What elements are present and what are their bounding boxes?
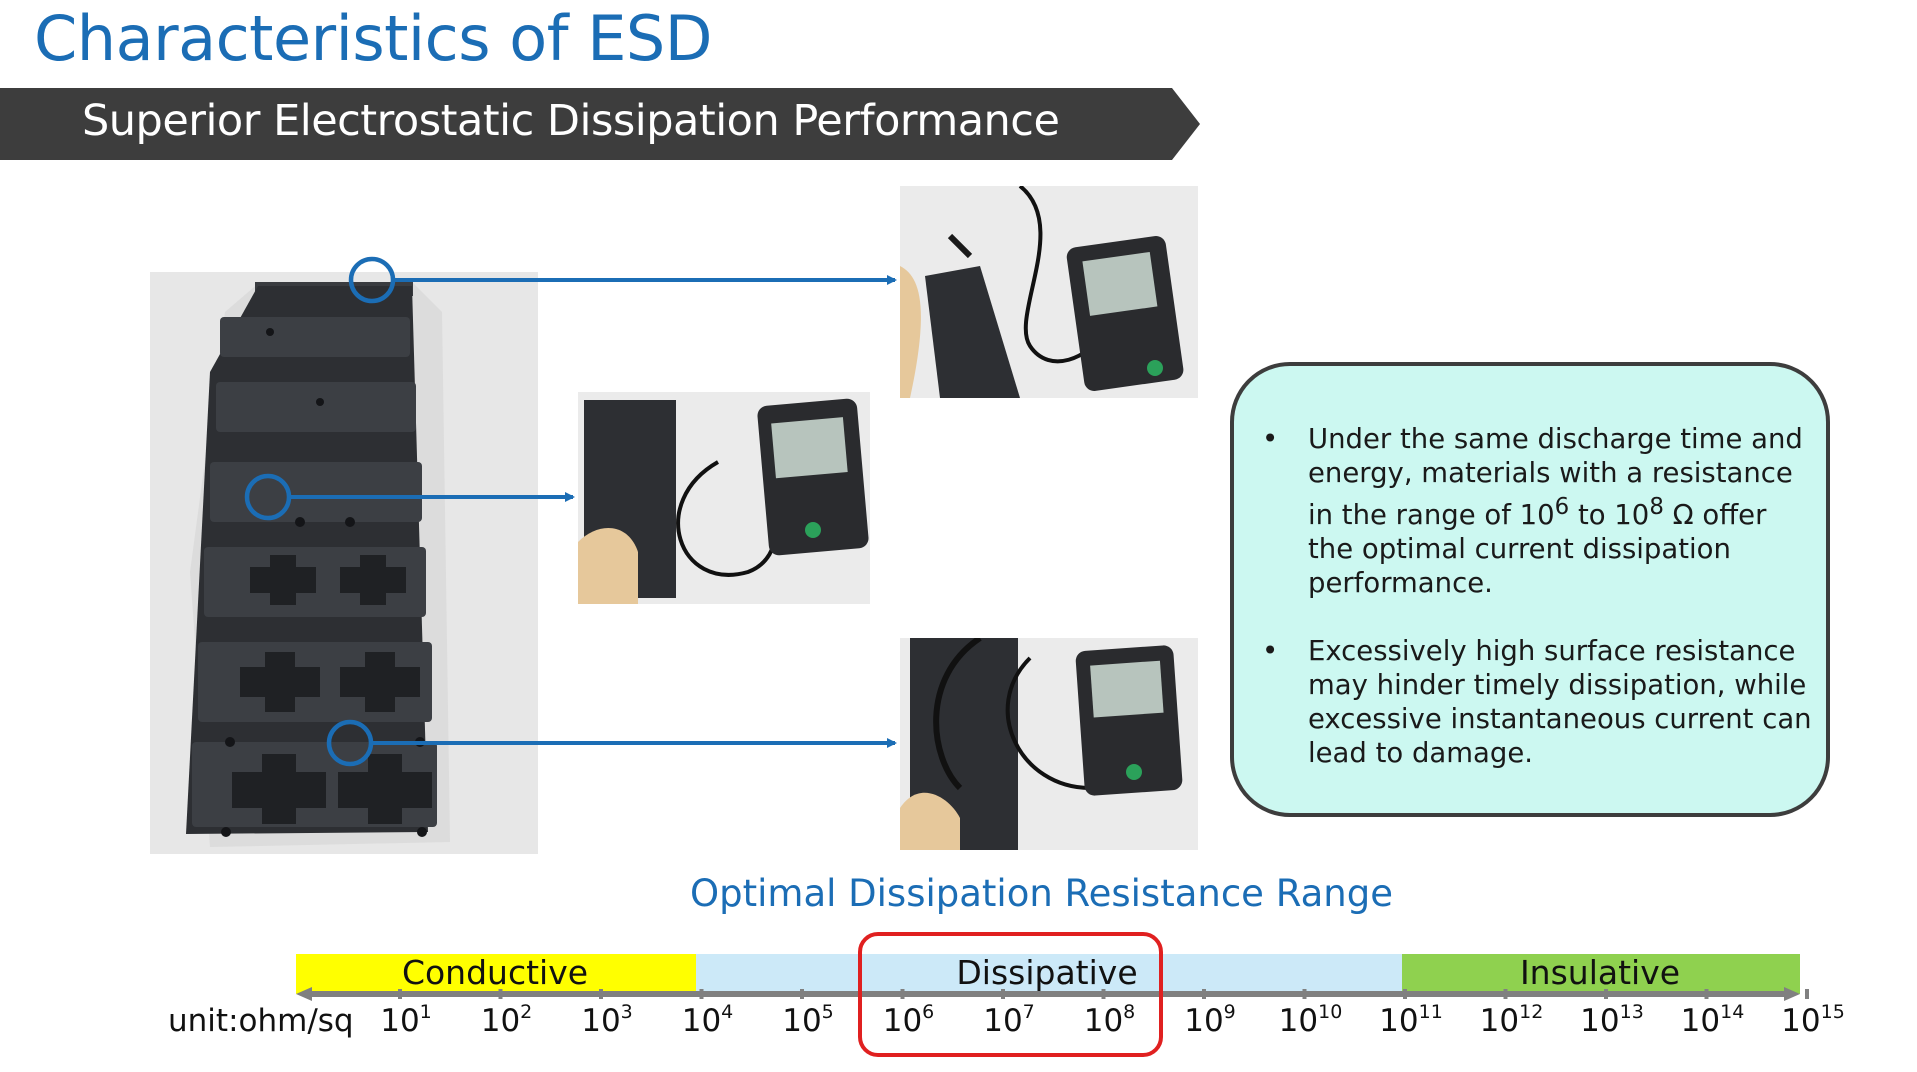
band-conductive <box>296 954 696 994</box>
band-label-insulative: Insulative <box>1519 953 1681 992</box>
tick-label: 103 <box>581 1001 633 1039</box>
subtitle: Superior Electrostatic Dissipation Perfo… <box>82 96 1060 146</box>
measurement-photo-bottom <box>900 638 1198 850</box>
tick-label: 102 <box>480 1001 533 1039</box>
tick-label: 106 <box>882 1001 935 1039</box>
callout-item-1: • Under the same discharge time and ener… <box>1262 423 1803 600</box>
tray-photo <box>150 272 538 854</box>
bullet-icon: • <box>1262 635 1279 668</box>
tick-label: 101 <box>380 1001 432 1039</box>
marker-bottom <box>326 719 897 767</box>
tick-label: 104 <box>681 1001 734 1039</box>
measurement-photo-top <box>900 186 1198 398</box>
band-label-dissipative: Dissipative <box>956 953 1138 992</box>
axis-arrow-right <box>1784 987 1800 1001</box>
optimal-range-highlight <box>858 932 1163 1057</box>
tick-label: 1013 <box>1580 1001 1644 1039</box>
callout-box: • Under the same discharge time and ener… <box>1230 362 1830 817</box>
marker-middle <box>244 473 575 521</box>
tick-label: 105 <box>782 1001 834 1039</box>
tick-label: 109 <box>1184 1001 1236 1039</box>
tick-label: 108 <box>1083 1001 1136 1039</box>
band-insulative <box>1402 954 1800 994</box>
band-label-conductive: Conductive <box>401 953 589 992</box>
axis-arrow-left <box>296 987 312 1001</box>
bullet-icon: • <box>1262 423 1279 455</box>
tick-label: 1012 <box>1479 1001 1544 1039</box>
tick-label: 107 <box>983 1001 1035 1039</box>
subtitle-banner <box>0 88 1200 160</box>
tick-label: 1014 <box>1680 1001 1745 1039</box>
unit-label: unit:ohm/sq <box>168 1003 354 1039</box>
tick-label: 1010 <box>1278 1001 1343 1039</box>
page-title: Characteristics of ESD <box>34 2 713 75</box>
tick-label: 1011 <box>1379 1001 1443 1039</box>
tick-label: 1015 <box>1781 1001 1845 1039</box>
band-dissipative <box>696 954 1402 994</box>
callout-item-2: • Excessively high surface resistance ma… <box>1262 635 1812 770</box>
range-title: Optimal Dissipation Resistance Range <box>690 872 1393 915</box>
measurement-photo-middle <box>578 392 870 604</box>
marker-top <box>348 256 897 304</box>
